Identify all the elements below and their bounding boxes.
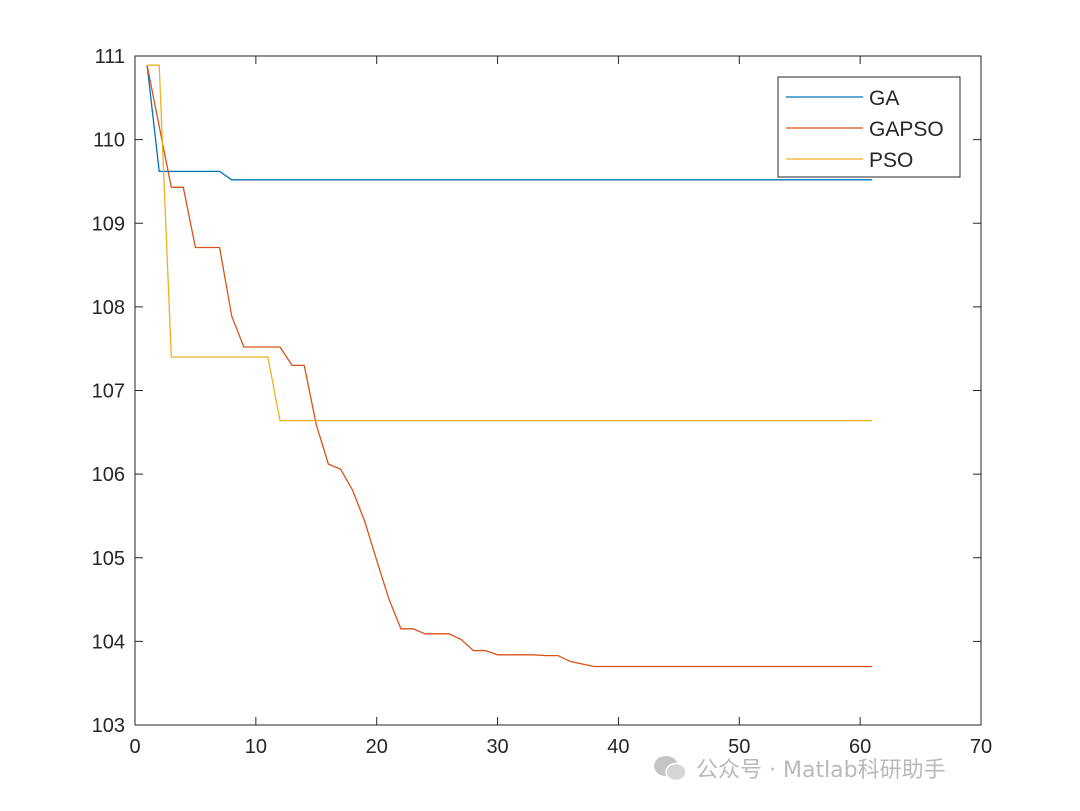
x-tick-label: 10 bbox=[245, 736, 267, 758]
y-tick-label: 109 bbox=[92, 213, 125, 235]
x-tick-label: 60 bbox=[849, 736, 871, 758]
x-tick-label: 50 bbox=[728, 736, 750, 758]
legend-label: GAPSO bbox=[869, 118, 944, 141]
series-line-gapso bbox=[146, 65, 873, 668]
y-tick-label: 110 bbox=[93, 130, 125, 152]
x-tick-label: 70 bbox=[970, 736, 992, 758]
series-line-pso bbox=[147, 64, 873, 422]
legend-label: PSO bbox=[869, 149, 913, 172]
x-tick-label: 40 bbox=[607, 736, 629, 758]
x-tick-label: 0 bbox=[129, 736, 140, 758]
legend-label: GA bbox=[869, 87, 899, 110]
y-tick-label: 104 bbox=[92, 631, 125, 653]
series-line-ga bbox=[146, 65, 873, 181]
watermark-text: 公众号 · Matlab科研助手 bbox=[696, 758, 946, 783]
y-tick-label: 108 bbox=[92, 297, 125, 319]
x-tick-label: 20 bbox=[366, 736, 388, 758]
y-tick-label: 105 bbox=[92, 548, 125, 570]
wechat-icon bbox=[654, 756, 687, 782]
y-tick-label: 106 bbox=[92, 464, 125, 486]
y-tick-label: 111 bbox=[95, 46, 125, 68]
y-tick-label: 103 bbox=[92, 715, 125, 737]
legend bbox=[777, 76, 961, 178]
y-tick-label: 107 bbox=[92, 381, 125, 403]
x-tick-label: 30 bbox=[486, 736, 508, 758]
watermark: 公众号 · Matlab科研助手 bbox=[652, 752, 946, 784]
